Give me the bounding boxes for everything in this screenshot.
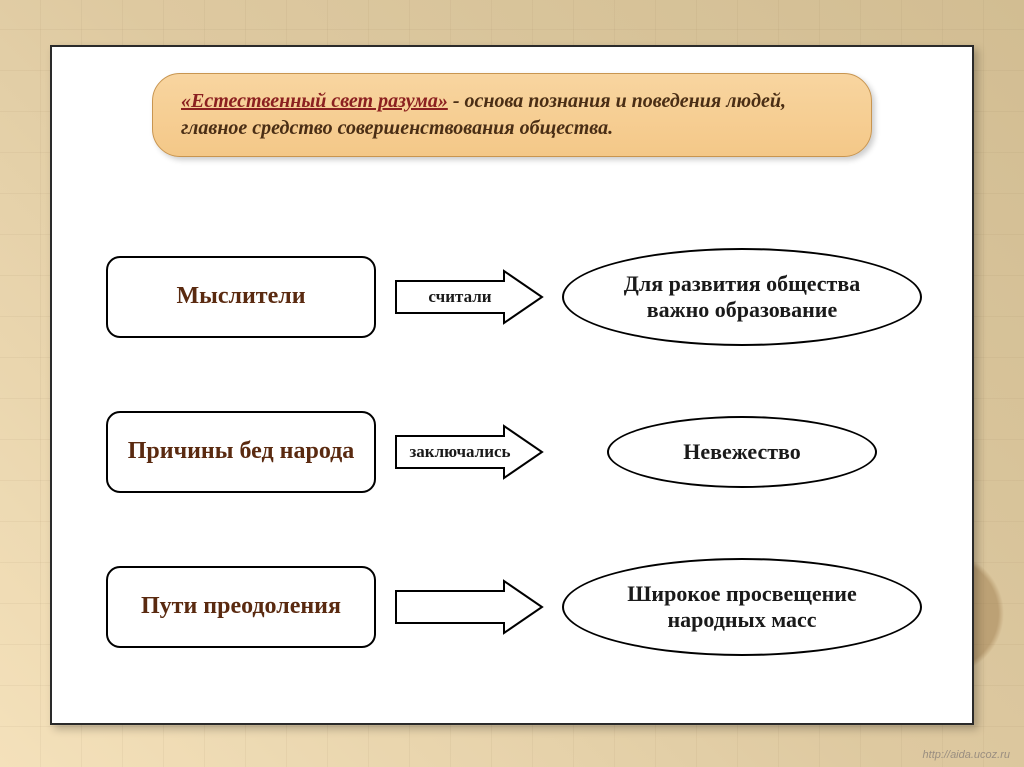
diagram-row-1: Мыслители считали Для развития общества …	[52, 247, 972, 347]
diagram-row-3: Пути преодоления Широкое просвещение нар…	[52, 557, 972, 657]
header-callout: «Естественный свет разума» - основа позн…	[152, 73, 872, 157]
arrow-3	[394, 579, 544, 635]
watermark-text: http://aida.ucoz.ru	[923, 749, 1010, 761]
ellipse-label: Для развития общества важно образование	[592, 271, 892, 324]
rect-ways: Пути преодоления	[106, 566, 376, 648]
arrow-2: заключались	[394, 424, 544, 480]
arrow-1: считали	[394, 269, 544, 325]
ellipse-label: Широкое просвещение народных масс	[592, 581, 892, 634]
arrow-label	[394, 579, 544, 635]
content-panel: «Естественный свет разума» - основа позн…	[50, 45, 974, 725]
header-highlight-text: «Естественный свет разума»	[181, 90, 448, 112]
ellipse-enlightenment: Широкое просвещение народных масс	[562, 558, 922, 656]
diagram-row-2: Причины бед народа заключались Невежеств…	[52, 402, 972, 502]
rect-label: Причины бед народа	[128, 438, 355, 466]
ellipse-education: Для развития общества важно образование	[562, 248, 922, 346]
arrow-label: заключались	[394, 424, 544, 480]
rect-thinkers: Мыслители	[106, 256, 376, 338]
rect-causes: Причины бед народа	[106, 411, 376, 493]
rect-label: Пути преодоления	[141, 593, 341, 621]
ellipse-label: Невежество	[683, 439, 801, 465]
rect-label: Мыслители	[176, 283, 305, 311]
arrow-label: считали	[394, 269, 544, 325]
ellipse-ignorance: Невежество	[607, 416, 877, 488]
